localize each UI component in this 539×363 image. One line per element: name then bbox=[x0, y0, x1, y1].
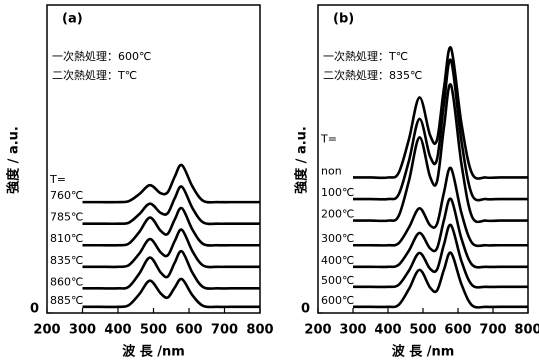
series-label: 835℃ bbox=[50, 254, 83, 267]
x-tick-label: 200 bbox=[304, 323, 331, 338]
x-tick-label: 800 bbox=[246, 323, 273, 338]
spectrum-line bbox=[353, 223, 528, 289]
y-tick-label: 0 bbox=[301, 302, 310, 317]
spectrum-line bbox=[82, 228, 260, 269]
x-tick-label: 500 bbox=[409, 323, 436, 338]
series-label: 300℃ bbox=[321, 232, 354, 245]
series-label: 500℃ bbox=[321, 274, 354, 287]
spectrum-line bbox=[352, 166, 528, 248]
series-label: 760℃ bbox=[50, 189, 83, 202]
y-tick-label: 0 bbox=[30, 302, 39, 317]
spectrum-line bbox=[82, 277, 260, 309]
annotation: 一次熱処理：T℃ bbox=[323, 49, 408, 63]
series-label: 100℃ bbox=[321, 186, 354, 199]
series-label: 200℃ bbox=[321, 208, 354, 221]
spectrum-line bbox=[352, 58, 528, 202]
spectrum-line bbox=[353, 83, 528, 224]
spectrum-line bbox=[82, 249, 260, 290]
panel-label: (a) bbox=[62, 12, 83, 27]
annotation: 二次熱処理：835℃ bbox=[323, 68, 422, 82]
y-axis-label: 強度 / a.u. bbox=[294, 126, 310, 194]
x-axis-label: 波 長 /nm bbox=[122, 344, 185, 360]
x-tick-label: 300 bbox=[69, 323, 96, 338]
series-label: 785℃ bbox=[50, 211, 83, 224]
spectrum-line bbox=[82, 163, 260, 204]
legend-title: T= bbox=[320, 132, 337, 145]
x-tick-label: 200 bbox=[33, 323, 60, 338]
spectrum-line bbox=[82, 206, 260, 247]
spectrum-line bbox=[82, 185, 260, 226]
x-tick-label: 700 bbox=[479, 323, 506, 338]
annotation: 二次熱処理：T℃ bbox=[52, 68, 137, 82]
x-tick-label: 300 bbox=[339, 323, 366, 338]
series-label: 885℃ bbox=[50, 294, 83, 307]
x-tick-label: 500 bbox=[140, 323, 167, 338]
series-label: 860℃ bbox=[50, 275, 83, 288]
spectrum-line bbox=[353, 46, 528, 180]
series-label: 400℃ bbox=[321, 254, 354, 267]
spectrum-line bbox=[353, 251, 528, 309]
series-label: non bbox=[321, 164, 342, 177]
x-tick-label: 600 bbox=[175, 323, 202, 338]
x-tick-label: 800 bbox=[514, 323, 539, 338]
x-tick-label: 600 bbox=[444, 323, 471, 338]
series-label: 810℃ bbox=[50, 232, 83, 245]
spectrum-line bbox=[352, 197, 528, 269]
legend-title: T= bbox=[49, 173, 66, 186]
x-tick-label: 400 bbox=[374, 323, 401, 338]
x-tick-label: 700 bbox=[211, 323, 238, 338]
x-axis-label: 波 長 /nm bbox=[392, 344, 455, 360]
annotation: 一次熱処理：600℃ bbox=[52, 49, 151, 63]
x-tick-label: 400 bbox=[104, 323, 131, 338]
y-axis-label: 強度 / a.u. bbox=[6, 126, 22, 194]
series-label: 600℃ bbox=[321, 294, 354, 307]
panel-label: (b) bbox=[333, 12, 354, 27]
